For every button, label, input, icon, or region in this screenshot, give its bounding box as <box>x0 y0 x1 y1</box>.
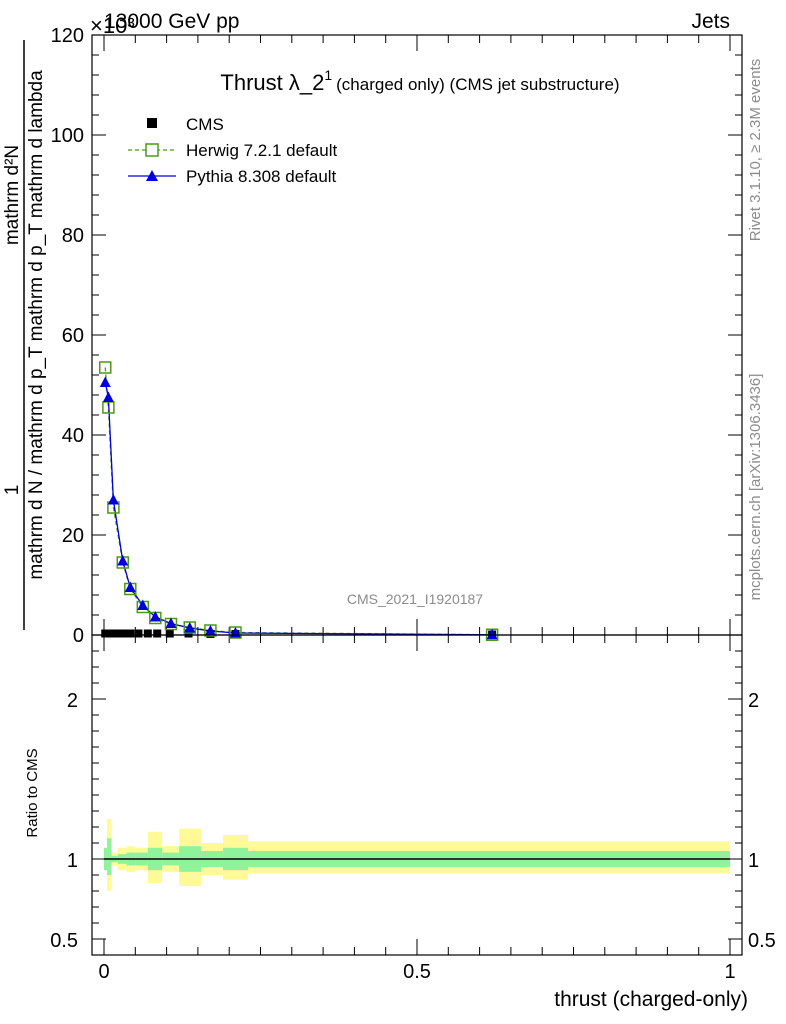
main-y-tick-label: 100 <box>51 125 84 147</box>
ratio-inner-band <box>107 838 112 875</box>
main-y-tick-label: 0 <box>73 625 84 647</box>
x-tick-label: 0 <box>98 961 109 983</box>
pythia-point <box>486 628 498 640</box>
ratio-y-tick-label-right: 0.5 <box>748 930 776 952</box>
cms-point <box>112 629 121 638</box>
legend: CMS Herwig 7.2.1 default Pythia 8.308 de… <box>128 115 337 186</box>
pythia-point <box>99 376 111 387</box>
cms-point <box>143 629 152 638</box>
x-tick-label: 1 <box>724 961 735 983</box>
ratio-y-label: Ratio to CMS <box>24 748 41 837</box>
ratio-uncertainty-bands <box>104 819 731 891</box>
main-y-tick-label: 40 <box>62 425 84 447</box>
ratio-y-tick-label-right: 1 <box>748 850 759 872</box>
category-label: Jets <box>691 10 730 33</box>
ratio-axis-ticks: 0.5 0.5 1 1 2 2 0 0.5 1 <box>50 650 776 983</box>
pythia-point <box>117 555 129 566</box>
main-y-tick-label: 60 <box>62 325 84 347</box>
legend-marker-cms <box>147 118 157 128</box>
x-tick-label: 0.5 <box>403 961 431 983</box>
legend-marker-pythia <box>146 170 158 181</box>
pythia-point <box>165 617 177 628</box>
cms-point <box>126 629 135 638</box>
main-y-tick-label: 20 <box>62 525 84 547</box>
pythia-point <box>149 611 161 622</box>
main-series-group <box>99 361 499 641</box>
ratio-y-tick-label: 0.5 <box>50 930 78 952</box>
mcplots-label: mcplots.cern.ch [arXiv:1306.3436] <box>747 374 764 601</box>
legend-label-pythia: Pythia 8.308 default <box>186 167 337 186</box>
legend-marker-herwig <box>145 143 159 157</box>
cms-point <box>165 629 174 638</box>
analysis-watermark: CMS_2021_I1920187 <box>347 591 483 607</box>
ratio-panel-frame <box>91 634 743 956</box>
main-y-tick-label: 80 <box>62 225 84 247</box>
pythia-point <box>184 622 196 633</box>
main-y-axis-label: 1 mathrm d N / mathrm d p_T mathrm d p_T… <box>2 40 47 630</box>
main-axis-ticks: 0 20 40 60 80 100 120 <box>51 25 742 955</box>
main-plot-title: Thrust λ_21 (charged only) (CMS jet subst… <box>220 67 619 95</box>
y-exponent-label: ×10³ <box>90 13 135 38</box>
pythia-point <box>107 494 119 505</box>
main-y-tick-label: 120 <box>51 25 84 47</box>
y-label-denominator: mathrm d N / mathrm d p_T mathrm d p_T m… <box>26 70 47 580</box>
x-axis-label: thrust (charged-only) <box>554 988 748 1011</box>
legend-label-herwig: Herwig 7.2.1 default <box>186 141 337 160</box>
series-line-2 <box>104 382 493 636</box>
cms-point <box>134 629 143 638</box>
cms-point <box>153 629 162 638</box>
cms-point <box>108 629 117 638</box>
pythia-point <box>102 391 114 402</box>
cms-point <box>118 629 127 638</box>
legend-label-cms: CMS <box>186 115 224 134</box>
ratio-y-tick-label: 1 <box>67 850 78 872</box>
herwig-point <box>99 361 112 374</box>
ratio-y-tick-label-right: 2 <box>748 690 759 712</box>
ratio-y-tick-label: 2 <box>67 690 78 712</box>
y-label-dn: mathrm d²N <box>2 145 23 245</box>
energy-label: 13000 GeV pp <box>104 10 239 33</box>
pythia-point <box>204 625 216 636</box>
pythia-point <box>137 599 149 610</box>
pythia-point <box>124 581 136 592</box>
rivet-label: Rivet 3.1.10, ≥ 2.3M events <box>747 59 764 242</box>
y-label-numerator: 1 <box>2 485 23 496</box>
